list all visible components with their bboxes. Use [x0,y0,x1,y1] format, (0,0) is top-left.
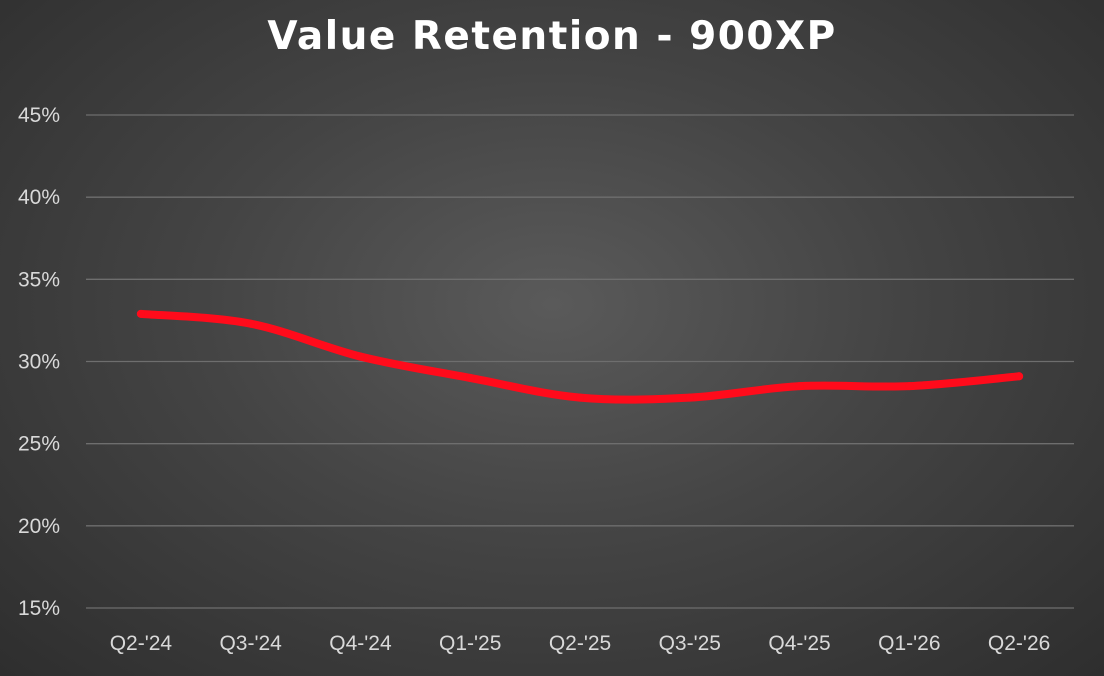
x-tick-label: Q1-'26 [878,632,940,655]
y-tick-label: 45% [18,104,60,127]
data-point [356,352,365,361]
x-tick-label: Q3-'25 [659,632,721,655]
y-tick-label: 15% [18,597,60,620]
x-tick-label: Q3-'24 [219,632,282,655]
y-tick-label: 35% [18,268,60,291]
data-point [905,382,914,391]
data-point [576,393,584,402]
series-line [136,309,1024,404]
y-tick-label: 40% [18,186,60,209]
data-point [246,319,255,328]
data-point [685,393,694,402]
data-point [466,373,475,382]
x-tick-label: Q4-'24 [329,632,392,655]
series-lines [136,309,1024,404]
gridlines [86,114,1074,609]
data-point [1015,372,1024,381]
x-tick-label: Q4-'25 [768,632,830,655]
x-tick-label: Q1-'25 [439,632,501,655]
x-tick-label: Q2-'26 [988,632,1050,655]
x-axis-ticks: Q2-'24 Q3-'24 Q4-'24 Q1-'25 Q2-'25 Q3-'25 Q4-'… [110,632,1051,655]
y-tick-label: 25% [18,433,60,456]
data-point [795,382,804,391]
y-tick-label: 30% [18,351,60,374]
y-tick-label: 20% [18,515,60,538]
data-point [136,309,145,318]
y-axis-ticks: 15% 20% 25% 30% 35% 40% 45% [18,104,60,620]
x-tick-label: Q2-'24 [110,632,173,655]
chart-title: Value Retention - 900XP [267,14,837,59]
x-tick-label: Q2-'25 [549,632,611,655]
